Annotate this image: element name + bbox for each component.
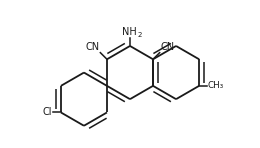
Text: CN: CN [160, 42, 174, 52]
Text: Cl: Cl [43, 107, 52, 118]
Text: CN: CN [86, 42, 100, 52]
Text: CH₃: CH₃ [208, 81, 224, 90]
Text: NH: NH [122, 27, 137, 37]
Text: 2: 2 [138, 32, 142, 38]
